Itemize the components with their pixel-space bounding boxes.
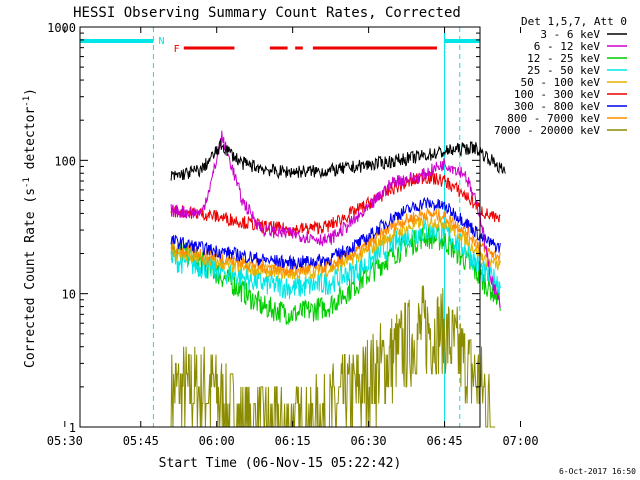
x-tick-label: 05:45: [123, 434, 159, 448]
y-tick-label: 100: [54, 154, 76, 168]
legend-label: 100 - 300 keV: [514, 88, 600, 101]
annotation-f: F: [174, 44, 180, 55]
legend-header: Det 1,5,7, Att 0: [521, 15, 627, 28]
legend-label: 7000 - 20000 keV: [494, 124, 600, 137]
series-line-3-6keV: [170, 138, 506, 181]
chart-marks: FN: [80, 27, 506, 428]
y-tick-label: 1: [69, 421, 76, 435]
plot-frame: [79, 26, 481, 428]
x-tick-label: 06:00: [199, 434, 235, 448]
y-ticks: 1 10 100 1000: [47, 21, 480, 435]
legend-label: 12 - 25 keV: [527, 52, 600, 65]
x-axis-label: Start Time (06-Nov-15 05:22:42): [159, 456, 402, 471]
x-tick-label: 06:15: [275, 434, 311, 448]
x-tick-label: 06:30: [351, 434, 387, 448]
y-tick-label: 10: [62, 288, 76, 302]
legend-label: 800 - 7000 keV: [507, 112, 600, 125]
legend-label: 6 - 12 keV: [534, 40, 601, 53]
x-tick-label: 05:30: [47, 434, 83, 448]
series-line-800-7000keV: [170, 207, 501, 277]
chart-title: HESSI Observing Summary Count Rates, Cor…: [73, 5, 461, 21]
footer-timestamp: 6-Oct-2017 16:50: [559, 467, 636, 476]
legend-label: 300 - 800 keV: [514, 100, 600, 113]
x-tick-label: 07:00: [502, 434, 538, 448]
annotation-n: N: [158, 36, 164, 47]
series-line-300-800keV: [170, 196, 501, 270]
plot-area: FN 05:30 05:45 06:00 06:15 06:30 06:45 07:00 1…: [47, 21, 539, 448]
x-ticks: 05:30 05:45 06:00 06:15 06:30 06:45 07:00: [47, 27, 539, 448]
series-line-100-300keV: [170, 171, 501, 237]
legend-label: 3 - 6 keV: [540, 28, 600, 41]
legend-label: 25 - 50 keV: [527, 64, 600, 77]
legend-label: 50 - 100 keV: [521, 76, 601, 89]
y-axis-label: Corrected Count Rate (s-1 detector-1): [22, 88, 38, 368]
series-line-25-50keV: [170, 219, 501, 300]
x-tick-label: 06:45: [426, 434, 462, 448]
y-tick-label: 1000: [47, 21, 76, 35]
